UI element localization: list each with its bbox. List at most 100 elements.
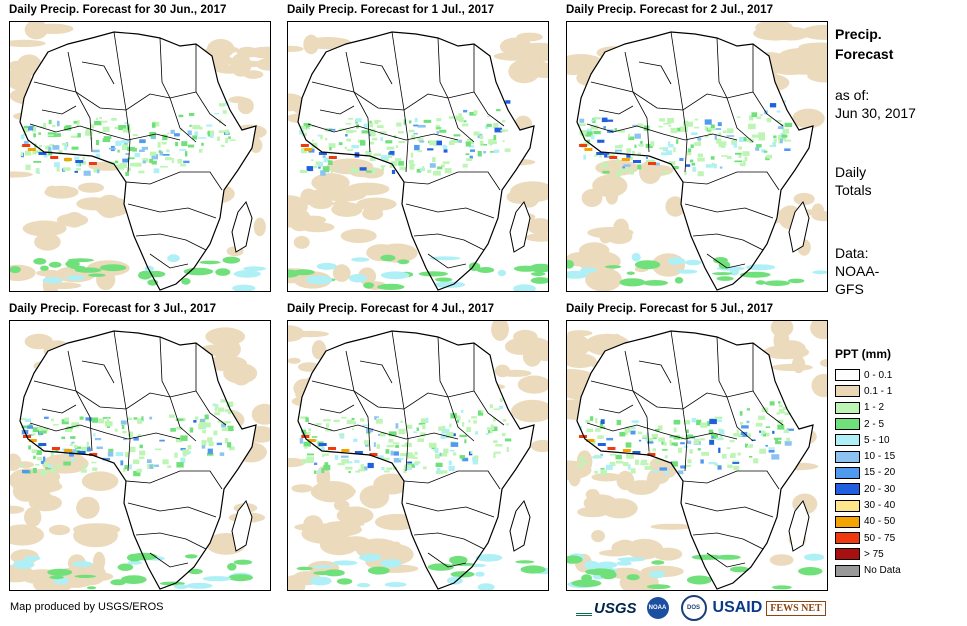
legend-title: PPT (mm) — [835, 347, 892, 361]
forecast-panel-5: Daily Precip. Forecast for 4 Jul., 2017 — [287, 303, 549, 593]
africa-map — [10, 327, 270, 590]
legend-label: 40 - 50 — [864, 516, 896, 528]
data-source-block: Data: NOAA- GFS — [835, 244, 879, 298]
legend-item: 10 - 15 — [835, 448, 901, 464]
southern-showers — [567, 553, 824, 590]
panel-title: Daily Precip. Forecast for 1 Jul., 2017 — [287, 4, 495, 16]
country-borders — [29, 330, 227, 568]
usgs-logo: USGS — [576, 600, 637, 617]
asof-label: as of: — [835, 87, 870, 103]
africa-landmass — [298, 331, 534, 589]
panel-title: Daily Precip. Forecast for 4 Jul., 2017 — [287, 303, 495, 315]
dos-logo-text: DOS — [687, 605, 701, 611]
southern-showers — [288, 254, 548, 291]
africa-landmass — [577, 331, 813, 589]
madagascar — [788, 500, 810, 552]
dos-seal-logo: DOS — [680, 595, 707, 621]
precip-map — [9, 320, 271, 591]
africa-map — [288, 31, 548, 291]
rain-band — [299, 398, 512, 474]
coastline — [297, 31, 535, 291]
madagascar — [788, 201, 810, 253]
africa-map — [567, 321, 827, 590]
legend-swatch — [835, 369, 860, 382]
legend-label: 0.1 - 1 — [864, 385, 893, 397]
usgs-logo-text: USGS — [594, 599, 637, 617]
legend-label: 50 - 75 — [864, 532, 896, 544]
africa-map — [567, 22, 827, 291]
rain-band — [577, 401, 794, 476]
precip-map — [287, 21, 549, 292]
legend-item: 20 - 30 — [835, 481, 901, 497]
legend-swatch — [835, 466, 860, 479]
panel-title: Daily Precip. Forecast for 30 Jun., 2017 — [9, 4, 227, 16]
madagascar — [509, 201, 531, 253]
legend-label: 15 - 20 — [864, 467, 896, 479]
africa-landmass — [577, 32, 813, 290]
southern-showers — [567, 252, 827, 287]
legend-item: 0 - 0.1 — [835, 367, 901, 383]
legend-label: 1 - 2 — [864, 402, 885, 414]
precip-map — [9, 21, 271, 292]
map-credit: Map produced by USGS/EROS — [10, 601, 164, 613]
country-borders — [307, 31, 505, 269]
legend-swatch — [835, 401, 860, 414]
southern-showers — [10, 254, 266, 291]
panel-title: Daily Precip. Forecast for 2 Jul., 2017 — [566, 4, 774, 16]
legend-item: 15 - 20 — [835, 465, 901, 481]
country-borders — [586, 31, 784, 269]
legend-label: > 75 — [864, 548, 884, 560]
precip-map — [287, 320, 549, 591]
usaid-logo: USAID — [712, 599, 763, 616]
legend-swatch — [835, 418, 860, 431]
africa-map — [10, 22, 270, 291]
legend-item: 30 - 40 — [835, 497, 901, 513]
panel-title: Daily Precip. Forecast for 3 Jul., 2017 — [9, 303, 217, 315]
forecast-panel-1: Daily Precip. Forecast for 30 Jun., 2017 — [9, 4, 271, 294]
southern-showers — [12, 552, 254, 590]
rain-band — [20, 101, 236, 176]
coastline — [576, 31, 814, 291]
madagascar — [509, 500, 531, 552]
forecast-panel-3: Daily Precip. Forecast for 2 Jul., 2017 — [566, 4, 828, 294]
sidebar-title-line2: Forecast — [835, 46, 894, 62]
africa-map — [288, 321, 548, 590]
legend-label: 2 - 5 — [864, 418, 885, 430]
sidebar-title-line1: Precip. — [835, 26, 882, 42]
rain-band — [299, 100, 511, 176]
southern-showers — [296, 553, 548, 590]
forecast-panel-2: Daily Precip. Forecast for 1 Jul., 2017 — [287, 4, 549, 294]
legend-swatch — [835, 385, 860, 398]
totals-block: Daily Totals — [835, 163, 872, 199]
data-line1: NOAA- — [835, 263, 880, 279]
forecast-panel-4: Daily Precip. Forecast for 3 Jul., 2017 — [9, 303, 271, 593]
africa-landmass — [298, 32, 534, 290]
asof-date: Jun 30, 2017 — [835, 105, 916, 121]
country-borders — [29, 31, 227, 269]
legend-swatch — [835, 564, 860, 577]
madagascar — [231, 201, 253, 253]
coastline — [576, 330, 814, 590]
legend-item: 5 - 10 — [835, 432, 901, 448]
data-line2: GFS — [835, 281, 864, 297]
country-borders — [307, 330, 505, 568]
legend-swatch — [835, 548, 860, 561]
legend-item: > 75 — [835, 546, 901, 562]
legend-label: 20 - 30 — [864, 483, 896, 495]
rain-band — [577, 100, 793, 178]
partner-logos: USGS NOAA DOS USAID FEWS NET — [576, 594, 826, 622]
fews-net-logo: FEWS NET — [766, 600, 826, 616]
coastline — [19, 330, 257, 590]
legend-item: 40 - 50 — [835, 514, 901, 530]
asof-block: as of: Jun 30, 2017 — [835, 86, 916, 122]
coastline — [19, 31, 257, 291]
legend-item: 50 - 75 — [835, 530, 901, 546]
legend-swatch — [835, 450, 860, 463]
noaa-logo: NOAA — [646, 597, 669, 619]
totals-line1: Daily — [835, 164, 867, 180]
precip-map — [566, 21, 828, 292]
noaa-logo-text: NOAA — [648, 605, 667, 611]
legend-swatch — [835, 499, 860, 512]
legend-item: 1 - 2 — [835, 400, 901, 416]
legend-label: 5 - 10 — [864, 434, 890, 446]
